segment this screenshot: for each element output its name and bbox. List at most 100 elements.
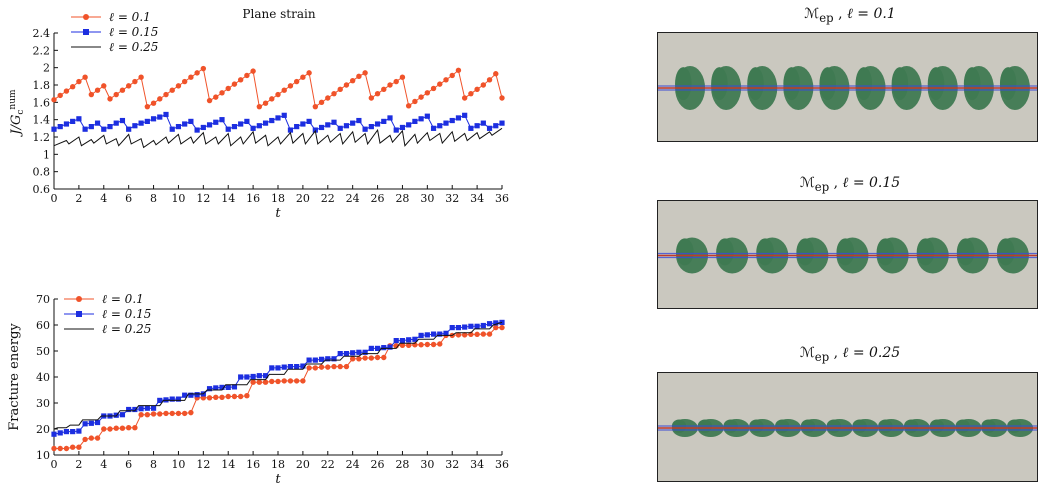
chart-top-plot: 0 2 4 6 8 10 12 14 16 18 20 22 24 26 28 30 32 34 360.60.81… xyxy=(8,10,509,221)
top-series-2-point xyxy=(474,123,480,129)
top-y-tick-label: 2.2 xyxy=(33,44,51,57)
bot-series-2-point xyxy=(387,344,393,350)
top-series-1-point xyxy=(486,77,493,83)
panel-title-3-symbol: ℳ xyxy=(799,345,815,361)
top-series-2-point xyxy=(188,118,194,124)
top-series-1-point xyxy=(181,78,188,85)
panel1-damage-blob-lobe xyxy=(711,67,728,101)
bot-series-1-point xyxy=(206,395,213,401)
bot-series-1-point xyxy=(493,324,499,331)
bot-x-tick-label: 14 xyxy=(221,458,235,471)
bot-series-1-point xyxy=(281,378,287,384)
bot-series-1-point xyxy=(76,444,82,450)
top-series-1-point xyxy=(412,98,418,105)
bot-series-2-point xyxy=(250,373,256,380)
bot-series-1-point xyxy=(144,412,151,418)
bot-series-2-point xyxy=(138,406,144,412)
bot-series-1-point xyxy=(181,410,188,417)
bot-series-1-point xyxy=(57,445,63,452)
top-series-2-point xyxy=(337,125,343,131)
bot-series-2-point xyxy=(393,338,399,344)
bot-series-2-point xyxy=(132,406,138,413)
panel1-damage-blob-lobe xyxy=(747,67,764,101)
top-series-1-point xyxy=(418,94,424,100)
panel-title-3-sub: ep xyxy=(814,349,830,364)
top-series-2-point xyxy=(430,125,437,131)
top-series-2-point xyxy=(169,126,175,132)
bot-series-1-point xyxy=(256,379,263,385)
top-series-1-point xyxy=(430,85,437,92)
top-series-1-point xyxy=(374,90,381,97)
top-series-1-point xyxy=(312,103,319,110)
bot-series-1-point xyxy=(343,363,350,370)
bot-series-1-point xyxy=(424,341,431,348)
panel-title-1-sep: , xyxy=(833,6,847,22)
top-y-tick-label: 2 xyxy=(43,62,50,75)
bot-series-1-point xyxy=(437,341,443,347)
bot-series-1-point xyxy=(405,342,412,348)
bot-series-2-point xyxy=(219,384,225,390)
panel2-damage-blob-lobe xyxy=(876,238,895,266)
top-series-1-point xyxy=(337,86,343,93)
top-series-2-point xyxy=(138,120,144,126)
top-series-1-point xyxy=(244,72,250,79)
top-series-2-point xyxy=(219,117,225,123)
bot-series-2-point xyxy=(374,345,381,351)
bot-series-2-point xyxy=(480,322,486,329)
chart-top-title: Plane strain xyxy=(242,7,315,21)
bot-series-1-point xyxy=(250,379,256,385)
bot-y-tick-label: 70 xyxy=(36,293,50,306)
top-y-tick-label: 1 xyxy=(43,148,50,161)
bot-series-2-point xyxy=(163,397,169,403)
top-x-tick-label: 18 xyxy=(271,192,285,205)
top-x-tick-label: 36 xyxy=(495,192,509,205)
top-series-2-point xyxy=(462,112,468,118)
top-x-tick-label: 10 xyxy=(171,192,185,205)
top-series-1-point xyxy=(76,78,82,85)
top-series-2-point xyxy=(381,118,387,124)
bot-series-2-point xyxy=(462,324,468,330)
top-series-1-point xyxy=(175,83,182,89)
bot-series-1-point xyxy=(138,412,144,418)
bot-series-2-point xyxy=(88,420,94,426)
bot-series-1-point xyxy=(331,363,337,370)
bot-series-1-point xyxy=(113,425,119,431)
bot-series-2-point xyxy=(244,374,250,380)
bot-x-tick-label: 20 xyxy=(296,458,310,471)
top-x-tick-label: 12 xyxy=(196,192,210,205)
panel2-damage-blob-lobe xyxy=(836,238,855,266)
bot-series-2-point xyxy=(343,351,350,357)
bot-series-2-point xyxy=(262,373,269,379)
top-series-1-point xyxy=(269,96,275,102)
top-series-2-point xyxy=(250,125,256,131)
bot-x-tick-label: 4 xyxy=(100,458,107,471)
top-y-tick-label: 1.6 xyxy=(33,96,51,109)
bot-x-tick-label: 36 xyxy=(495,458,509,471)
bot-x-tick-label: 30 xyxy=(420,458,434,471)
top-series-1-point xyxy=(275,91,281,98)
panel-title-2: ℳep , ℓ = 0.15 xyxy=(657,175,1043,194)
bot-series-2-point xyxy=(399,338,406,344)
bot-series-2-point xyxy=(443,330,449,336)
bot-series-2-point xyxy=(275,365,281,371)
top-x-tick-label: 2 xyxy=(75,192,82,205)
top-series-2-point xyxy=(101,126,107,132)
chart-bottom-plot: 0 2 4 6 8 10 12 14 16 18 20 22 24 26 28 30 32 34 361020304… xyxy=(7,292,509,487)
top-series-2-point xyxy=(200,124,206,131)
top-series-1-point xyxy=(468,90,474,97)
top-series-2-point xyxy=(486,125,493,131)
top-series-1-point xyxy=(132,78,138,85)
top-series-2-point xyxy=(387,115,393,121)
top-x-tick-label: 32 xyxy=(445,192,459,205)
bot-legend-label-3: ℓ = 0.25 xyxy=(102,322,151,336)
top-series-1-point xyxy=(237,77,244,83)
bot-series-2-point xyxy=(175,396,182,402)
bot-x-tick-label: 12 xyxy=(196,458,210,471)
top-x-tick-label: 26 xyxy=(371,192,385,205)
bot-series-1-point xyxy=(231,393,238,400)
panel2-damage-blob-lobe xyxy=(756,238,774,266)
top-series-1-point xyxy=(306,70,312,76)
top-series-2-point xyxy=(63,121,70,127)
bot-series-2-point xyxy=(225,384,231,390)
top-series-1-point xyxy=(281,87,287,93)
